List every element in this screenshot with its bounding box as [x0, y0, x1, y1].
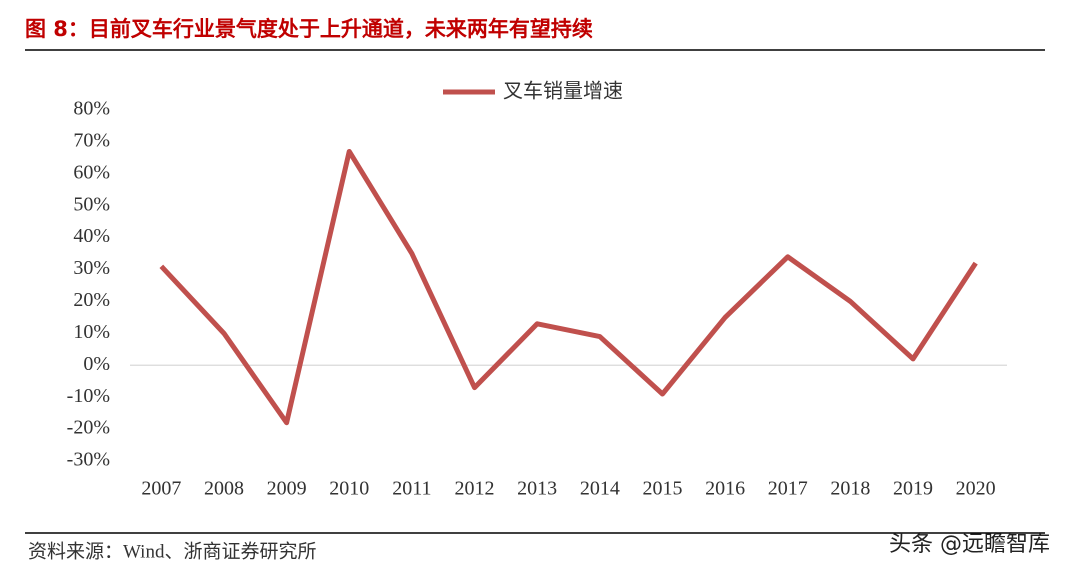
watermark: 头条 @远瞻智库 — [889, 532, 1050, 557]
y-tick-label: 0% — [83, 353, 110, 375]
y-tick-label: 80% — [73, 98, 110, 120]
y-tick-label: 50% — [73, 193, 110, 215]
y-tick-label: -30% — [67, 449, 110, 471]
x-tick-label: 2014 — [580, 478, 620, 500]
x-tick-label: 2018 — [830, 478, 870, 500]
chart-title: 图 8：目前叉车行业景气度处于上升通道，未来两年有望持续 — [25, 17, 593, 41]
x-tick-label: 2013 — [517, 478, 557, 500]
y-tick-label: 30% — [73, 257, 110, 279]
y-tick-label: 10% — [73, 321, 110, 343]
y-tick-label: 70% — [73, 130, 110, 152]
source: 资料来源：Wind、浙商证券研究所 — [28, 540, 316, 562]
y-tick-label: 20% — [73, 289, 110, 311]
x-tick-label: 2019 — [893, 478, 933, 500]
y-tick-label: -10% — [67, 385, 110, 407]
y-tick-label: 60% — [73, 161, 110, 183]
x-tick-label: 2007 — [141, 478, 181, 500]
x-tick-label: 2009 — [267, 478, 307, 500]
x-tick-label: 2016 — [705, 478, 745, 500]
x-tick-label: 2015 — [642, 478, 682, 500]
x-tick-label: 2012 — [455, 478, 495, 500]
x-tick-label: 2008 — [204, 478, 244, 500]
y-tick-label: -20% — [67, 417, 110, 439]
legend-label: 叉车销量增速 — [503, 79, 623, 103]
y-tick-label: 40% — [73, 225, 110, 247]
series-line — [159, 148, 978, 426]
x-tick-label: 2017 — [768, 478, 808, 500]
x-tick-label: 2020 — [956, 478, 996, 500]
x-tick-label: 2011 — [392, 478, 431, 500]
x-tick-label: 2010 — [329, 478, 369, 500]
